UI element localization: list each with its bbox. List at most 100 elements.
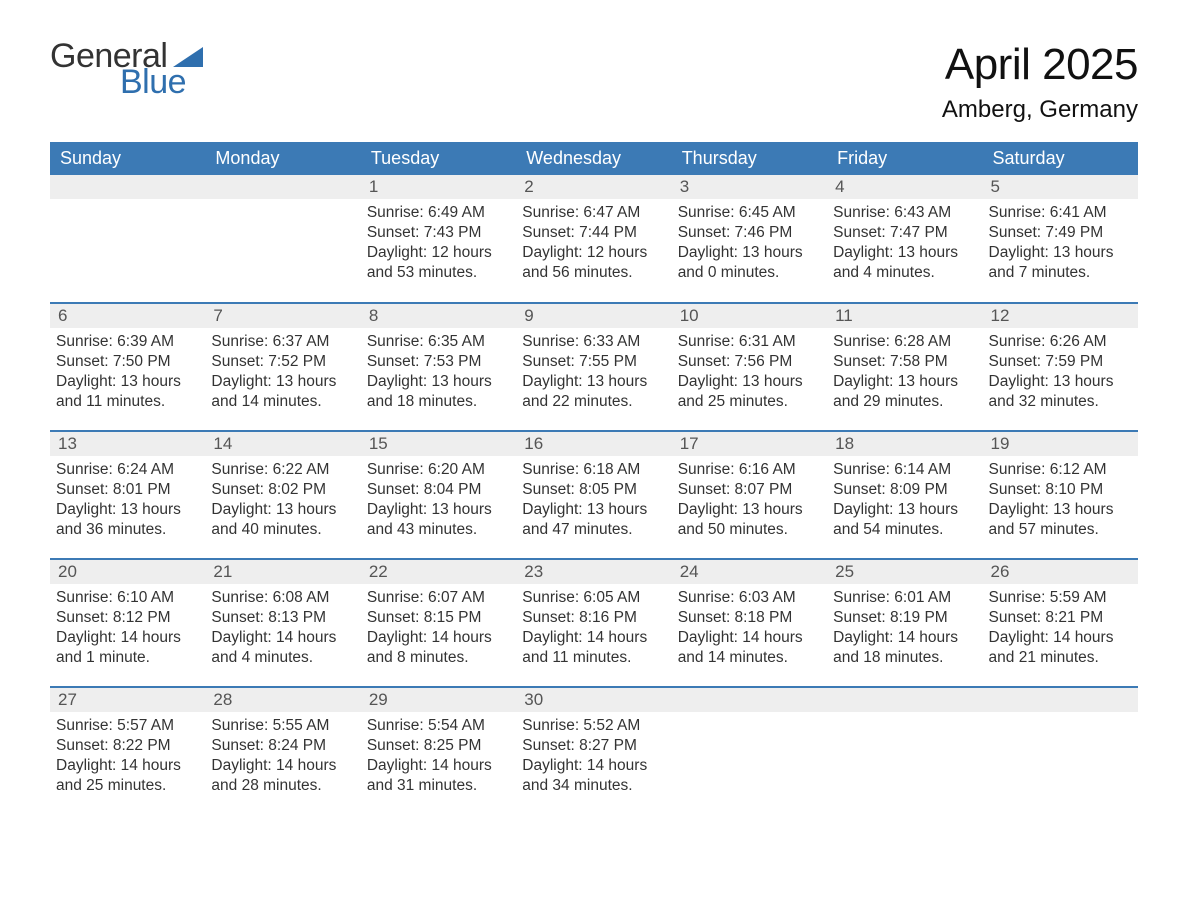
calendar-week-row: 13Sunrise: 6:24 AMSunset: 8:01 PMDayligh… [50,431,1138,559]
day-number: 1 [361,175,516,199]
day-number: 28 [205,688,360,712]
sunset-line: Sunset: 7:53 PM [367,352,508,372]
sunrise-line: Sunrise: 6:01 AM [833,588,974,608]
day-details: Sunrise: 6:47 AMSunset: 7:44 PMDaylight:… [516,199,671,288]
sunset-line: Sunset: 7:43 PM [367,223,508,243]
sunset-line: Sunset: 8:19 PM [833,608,974,628]
daylight-line: Daylight: 12 hours and 53 minutes. [367,243,508,283]
day-number: 10 [672,304,827,328]
day-details: Sunrise: 6:49 AMSunset: 7:43 PMDaylight:… [361,199,516,288]
sunrise-line: Sunrise: 6:31 AM [678,332,819,352]
weekday-header-row: SundayMondayTuesdayWednesdayThursdayFrid… [50,142,1138,175]
day-details: Sunrise: 6:28 AMSunset: 7:58 PMDaylight:… [827,328,982,417]
sunrise-line: Sunrise: 6:03 AM [678,588,819,608]
calendar-cell [50,175,205,303]
day-details: Sunrise: 6:10 AMSunset: 8:12 PMDaylight:… [50,584,205,673]
day-number: 27 [50,688,205,712]
sunset-line: Sunset: 7:46 PM [678,223,819,243]
sunrise-line: Sunrise: 6:49 AM [367,203,508,223]
calendar-cell: 30Sunrise: 5:52 AMSunset: 8:27 PMDayligh… [516,687,671,815]
day-details: Sunrise: 6:39 AMSunset: 7:50 PMDaylight:… [50,328,205,417]
calendar-cell: 14Sunrise: 6:22 AMSunset: 8:02 PMDayligh… [205,431,360,559]
brand-word2: Blue [120,66,203,98]
daylight-line: Daylight: 14 hours and 28 minutes. [211,756,352,796]
sunrise-line: Sunrise: 5:55 AM [211,716,352,736]
day-number: 11 [827,304,982,328]
daylight-line: Daylight: 14 hours and 1 minute. [56,628,197,668]
calendar-week-row: 1Sunrise: 6:49 AMSunset: 7:43 PMDaylight… [50,175,1138,303]
daylight-line: Daylight: 14 hours and 11 minutes. [522,628,663,668]
sunrise-line: Sunrise: 5:54 AM [367,716,508,736]
daylight-line: Daylight: 13 hours and 43 minutes. [367,500,508,540]
day-details: Sunrise: 6:01 AMSunset: 8:19 PMDaylight:… [827,584,982,673]
day-number: 26 [983,560,1138,584]
calendar-cell: 12Sunrise: 6:26 AMSunset: 7:59 PMDayligh… [983,303,1138,431]
sunset-line: Sunset: 7:59 PM [989,352,1130,372]
daylight-line: Daylight: 14 hours and 25 minutes. [56,756,197,796]
calendar-cell: 2Sunrise: 6:47 AMSunset: 7:44 PMDaylight… [516,175,671,303]
day-number [827,688,982,712]
daylight-line: Daylight: 13 hours and 40 minutes. [211,500,352,540]
daylight-line: Daylight: 13 hours and 7 minutes. [989,243,1130,283]
daylight-line: Daylight: 13 hours and 22 minutes. [522,372,663,412]
day-details: Sunrise: 6:35 AMSunset: 7:53 PMDaylight:… [361,328,516,417]
day-details: Sunrise: 6:03 AMSunset: 8:18 PMDaylight:… [672,584,827,673]
calendar-week-row: 20Sunrise: 6:10 AMSunset: 8:12 PMDayligh… [50,559,1138,687]
calendar-cell: 28Sunrise: 5:55 AMSunset: 8:24 PMDayligh… [205,687,360,815]
sunset-line: Sunset: 7:49 PM [989,223,1130,243]
day-number: 16 [516,432,671,456]
sunrise-line: Sunrise: 6:05 AM [522,588,663,608]
sunrise-line: Sunrise: 6:14 AM [833,460,974,480]
day-number: 12 [983,304,1138,328]
calendar-cell: 13Sunrise: 6:24 AMSunset: 8:01 PMDayligh… [50,431,205,559]
day-number: 30 [516,688,671,712]
calendar-cell: 1Sunrise: 6:49 AMSunset: 7:43 PMDaylight… [361,175,516,303]
calendar-cell: 22Sunrise: 6:07 AMSunset: 8:15 PMDayligh… [361,559,516,687]
calendar-cell [827,687,982,815]
day-details: Sunrise: 6:26 AMSunset: 7:59 PMDaylight:… [983,328,1138,417]
daylight-line: Daylight: 13 hours and 29 minutes. [833,372,974,412]
sunrise-line: Sunrise: 6:12 AM [989,460,1130,480]
sunrise-line: Sunrise: 6:26 AM [989,332,1130,352]
brand-logo: General Blue [50,40,203,99]
day-details: Sunrise: 5:57 AMSunset: 8:22 PMDaylight:… [50,712,205,801]
calendar-cell: 26Sunrise: 5:59 AMSunset: 8:21 PMDayligh… [983,559,1138,687]
sunset-line: Sunset: 8:07 PM [678,480,819,500]
day-number: 21 [205,560,360,584]
page-header: General Blue April 2025 Amberg, Germany [50,40,1138,124]
calendar-cell: 4Sunrise: 6:43 AMSunset: 7:47 PMDaylight… [827,175,982,303]
day-number: 2 [516,175,671,199]
calendar-cell: 27Sunrise: 5:57 AMSunset: 8:22 PMDayligh… [50,687,205,815]
day-details: Sunrise: 6:31 AMSunset: 7:56 PMDaylight:… [672,328,827,417]
daylight-line: Daylight: 14 hours and 31 minutes. [367,756,508,796]
calendar-cell: 18Sunrise: 6:14 AMSunset: 8:09 PMDayligh… [827,431,982,559]
sunrise-line: Sunrise: 6:18 AM [522,460,663,480]
day-number: 8 [361,304,516,328]
day-number: 13 [50,432,205,456]
sunset-line: Sunset: 8:16 PM [522,608,663,628]
sunset-line: Sunset: 7:52 PM [211,352,352,372]
day-details: Sunrise: 6:16 AMSunset: 8:07 PMDaylight:… [672,456,827,545]
day-details: Sunrise: 6:05 AMSunset: 8:16 PMDaylight:… [516,584,671,673]
day-details: Sunrise: 5:52 AMSunset: 8:27 PMDaylight:… [516,712,671,801]
day-details: Sunrise: 6:14 AMSunset: 8:09 PMDaylight:… [827,456,982,545]
sunrise-line: Sunrise: 6:16 AM [678,460,819,480]
sunrise-line: Sunrise: 6:28 AM [833,332,974,352]
sunrise-line: Sunrise: 6:22 AM [211,460,352,480]
daylight-line: Daylight: 13 hours and 4 minutes. [833,243,974,283]
calendar-cell: 16Sunrise: 6:18 AMSunset: 8:05 PMDayligh… [516,431,671,559]
calendar-cell [983,687,1138,815]
weekday-header: Thursday [672,142,827,175]
sunrise-line: Sunrise: 6:43 AM [833,203,974,223]
calendar-cell: 9Sunrise: 6:33 AMSunset: 7:55 PMDaylight… [516,303,671,431]
weekday-header: Tuesday [361,142,516,175]
day-details: Sunrise: 6:33 AMSunset: 7:55 PMDaylight:… [516,328,671,417]
sunset-line: Sunset: 7:58 PM [833,352,974,372]
calendar-cell: 8Sunrise: 6:35 AMSunset: 7:53 PMDaylight… [361,303,516,431]
day-number: 19 [983,432,1138,456]
daylight-line: Daylight: 13 hours and 0 minutes. [678,243,819,283]
calendar-cell: 24Sunrise: 6:03 AMSunset: 8:18 PMDayligh… [672,559,827,687]
calendar-week-row: 27Sunrise: 5:57 AMSunset: 8:22 PMDayligh… [50,687,1138,815]
calendar-cell: 7Sunrise: 6:37 AMSunset: 7:52 PMDaylight… [205,303,360,431]
day-number [205,175,360,199]
